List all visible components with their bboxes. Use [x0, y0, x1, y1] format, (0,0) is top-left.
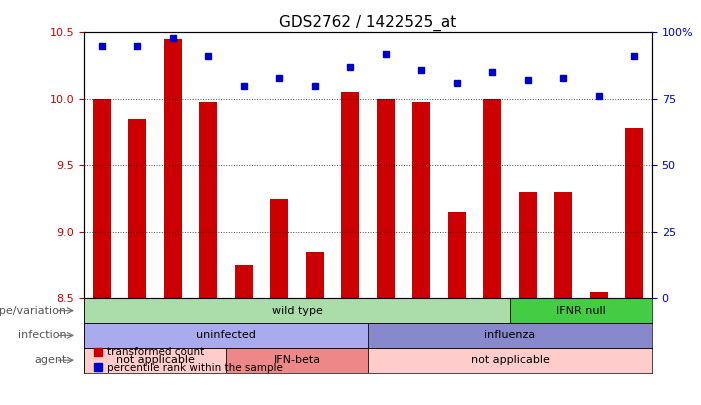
Bar	[93, 99, 111, 298]
Text: infection: infection	[18, 330, 67, 340]
Text: IFN-beta: IFN-beta	[273, 355, 320, 365]
Bar	[128, 119, 147, 298]
Bar	[84, 348, 226, 373]
Bar	[226, 348, 368, 373]
Text: not applicable: not applicable	[470, 355, 550, 365]
Bar	[306, 252, 324, 298]
Text: agent: agent	[34, 355, 67, 365]
Bar	[448, 212, 465, 298]
Text: influenza: influenza	[484, 330, 536, 340]
Text: uninfected: uninfected	[196, 330, 256, 340]
Bar	[84, 298, 510, 323]
Bar	[519, 192, 536, 298]
Bar	[84, 323, 368, 348]
Text: wild type: wild type	[271, 306, 322, 315]
Bar	[341, 92, 359, 298]
Bar	[368, 348, 652, 373]
Bar	[200, 102, 217, 298]
Text: genotype/variation: genotype/variation	[0, 306, 67, 315]
Bar	[625, 128, 643, 298]
Title: GDS2762 / 1422525_at: GDS2762 / 1422525_at	[280, 15, 456, 31]
Bar	[510, 298, 652, 323]
Bar	[271, 198, 288, 298]
Bar	[368, 323, 652, 348]
Text: IFNR null: IFNR null	[556, 306, 606, 315]
Bar	[412, 102, 430, 298]
Bar	[235, 265, 252, 298]
Legend: transformed count, percentile rank within the sample: transformed count, percentile rank withi…	[89, 343, 287, 377]
Bar	[554, 192, 572, 298]
Bar	[164, 39, 182, 298]
Bar	[590, 292, 608, 298]
Text: not applicable: not applicable	[116, 355, 195, 365]
Bar	[377, 99, 395, 298]
Bar	[484, 99, 501, 298]
